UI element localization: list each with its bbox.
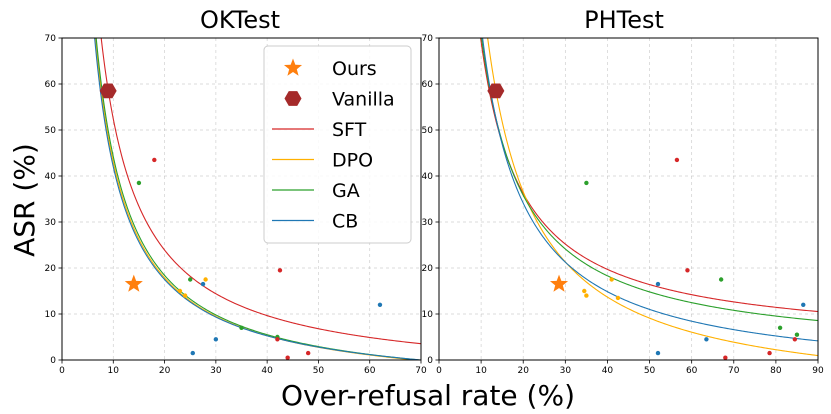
legend-label: DPO (332, 150, 373, 172)
data-point (582, 288, 587, 294)
curve-cb (482, 38, 818, 342)
data-point (584, 180, 589, 186)
vanilla-marker (99, 83, 117, 99)
data-point (188, 277, 193, 282)
plot-frame (61, 37, 422, 361)
data-point (794, 332, 800, 337)
data-point (177, 288, 183, 294)
y-tick-label: 10 (422, 310, 434, 320)
x-tick-label: 30 (210, 366, 222, 376)
curve-sft (100, 38, 421, 345)
x-tick-label: 80 (770, 366, 782, 376)
legend-hexagon-icon (284, 91, 302, 106)
x-tick-label: 70 (728, 366, 740, 376)
y-tick-label: 60 (45, 80, 57, 90)
data-point (674, 157, 680, 163)
legend-label: SFT (332, 119, 367, 141)
data-point (767, 350, 772, 356)
y-tick-label: 50 (45, 126, 57, 136)
x-tick-label: 40 (261, 366, 273, 376)
data-point (777, 325, 783, 330)
data-point (213, 337, 219, 342)
y-tick-label: 0 (50, 356, 56, 366)
y-tick-label: 10 (45, 310, 57, 320)
x-tick-label: 50 (313, 366, 325, 376)
curves (480, 38, 818, 357)
data-point (136, 180, 142, 186)
ours-star-marker (549, 274, 569, 292)
x-tick-label: 50 (644, 366, 656, 376)
panel-title-oktest: OKTest (200, 6, 280, 34)
x-tick-label: 10 (475, 366, 487, 376)
x-tick-label: 10 (108, 366, 120, 376)
curve-sft (480, 38, 818, 313)
x-axis-label: Over-refusal rate (%) (281, 379, 575, 412)
data-point (275, 337, 280, 342)
y-tick-label: 70 (45, 34, 57, 44)
legend: Ours Vanilla SFT DPO GA CB (263, 45, 412, 244)
y-tick-label: 40 (45, 172, 57, 182)
legend-label: Vanilla (332, 89, 395, 111)
x-tick-label: 90 (812, 366, 824, 376)
data-point (182, 293, 188, 298)
data-point (377, 302, 383, 307)
y-tick-label: 30 (422, 218, 434, 228)
data-point (584, 293, 589, 298)
curve-ga (481, 38, 818, 322)
legend-label: CB (332, 211, 358, 233)
legend-box (263, 45, 412, 244)
x-tick-label: 60 (364, 366, 376, 376)
y-tick-label: 30 (45, 218, 57, 228)
legend-label: Ours (332, 58, 377, 80)
panel-oktest: OKTest 0 10 20 30 40 50 60 70 0 10 20 30 40 50 60 70 (45, 6, 427, 376)
x-tick-label: 0 (59, 366, 65, 376)
data-point (792, 337, 798, 342)
x-tick-label: 20 (159, 366, 171, 376)
y-tick-label: 40 (422, 172, 434, 182)
y-tick-label: 70 (422, 34, 434, 44)
data-point (239, 325, 244, 330)
y-tick-label: 20 (45, 264, 57, 274)
data-point (152, 157, 157, 163)
data-point (655, 281, 661, 287)
ours-star-marker (124, 274, 143, 292)
y-tick-label: 0 (427, 356, 433, 366)
x-tick-label: 40 (602, 366, 614, 376)
y-tick-label: 60 (422, 80, 434, 90)
data-point (615, 295, 621, 301)
data-point (718, 277, 724, 282)
y-tick-label: 20 (422, 264, 434, 274)
legend-label: GA (332, 180, 360, 202)
data-point (203, 277, 208, 282)
data-point (801, 302, 806, 307)
panel-title-phtest: PHTest (584, 6, 664, 34)
x-tick-label: 20 (517, 366, 529, 376)
data-point (277, 268, 283, 273)
data-point (685, 268, 690, 273)
vanilla-marker (487, 83, 505, 99)
data-point (704, 337, 709, 342)
data-point (609, 277, 614, 282)
data-point (285, 355, 290, 360)
y-tick-label: 50 (422, 126, 434, 136)
x-tick-label: 30 (560, 366, 572, 376)
data-point (305, 350, 311, 356)
data-point (723, 355, 728, 360)
data-point (190, 350, 195, 356)
data-point (200, 281, 206, 287)
legend-star-icon (283, 58, 303, 76)
panel-phtest: PHTest 0 10 20 30 40 50 60 70 80 90 0 10 20 30 40 50 60 7… (422, 6, 824, 376)
data-point (655, 350, 661, 356)
x-tick-label: 70 (415, 366, 427, 376)
y-axis-label: ASR (%) (8, 143, 41, 257)
x-tick-label: 60 (686, 366, 698, 376)
plot-frame (438, 37, 819, 361)
curve-dpo (487, 38, 818, 357)
x-tick-label: 0 (436, 366, 442, 376)
